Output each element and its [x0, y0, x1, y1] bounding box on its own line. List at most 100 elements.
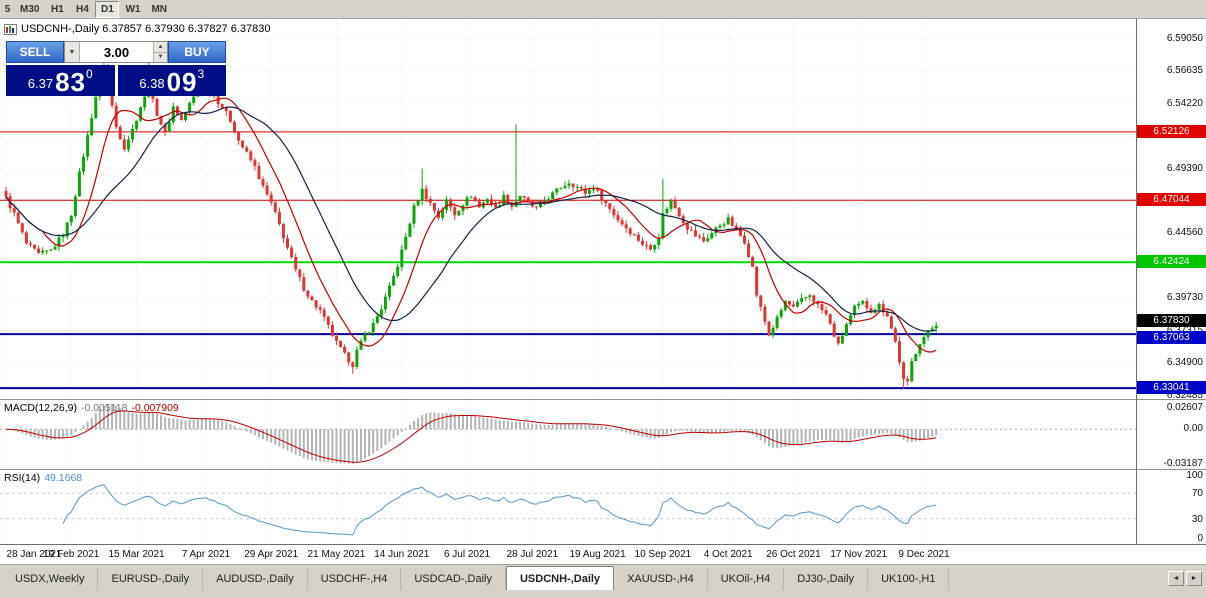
rsi-chart-canvas[interactable]: [0, 470, 1136, 544]
volume-control[interactable]: ▼ 3.00 ▲ ▼: [64, 41, 168, 63]
window-bottom-edge: [0, 590, 1206, 598]
timeframe-button-5[interactable]: 5: [1, 0, 14, 18]
chart-tab-dj30-daily[interactable]: DJ30-,Daily: [784, 568, 869, 590]
price-tick-label: 6.44560: [1166, 227, 1203, 238]
timeframe-button-d1[interactable]: D1: [95, 0, 120, 18]
timeframe-button-h1[interactable]: H1: [45, 0, 70, 18]
time-axis-label: 28 Jan 2021: [6, 549, 62, 560]
quote-row: 6.37 83 0 6.38 09 3: [6, 65, 226, 96]
volume-spinner: ▲ ▼: [153, 42, 167, 62]
price-axis-macd: 0.02607 0.00 -0.03187: [1137, 400, 1206, 470]
bid-price-display[interactable]: 6.37 83 0: [6, 65, 115, 96]
chart-tab-usdcnh-daily[interactable]: USDCNH-,Daily: [505, 566, 615, 590]
macd-title-row: MACD(12,26,9) -0.005118 -0.007909: [4, 402, 183, 414]
chart-title: USDCNH-,Daily 6.37857 6.37930 6.37827 6.…: [21, 23, 271, 35]
price-axis-rsi: 100 70 30 0: [1137, 470, 1206, 544]
time-axis-label: 28 Jul 2021: [506, 549, 559, 560]
chart-tab-audusd-daily[interactable]: AUDUSD-,Daily: [203, 568, 308, 590]
timeframe-button-h4[interactable]: H4: [70, 0, 95, 18]
ask-price-display[interactable]: 6.38 09 3: [117, 65, 226, 97]
time-axis-label: 19 Aug 2021: [569, 549, 626, 560]
chart-tabs-bar: USDX,Weekly EURUSD-,Daily AUDUSD-,Daily USD…: [0, 564, 1206, 590]
time-axis-label: 6 Jul 2021: [443, 549, 491, 560]
chart-tabs: USDX,Weekly EURUSD-,Daily AUDUSD-,Daily USD…: [0, 565, 950, 590]
volume-down-icon[interactable]: ▼: [154, 52, 167, 62]
macd-tick-label: 0.00: [1183, 423, 1203, 434]
timeframe-button-w1[interactable]: W1: [120, 0, 146, 18]
buy-button[interactable]: BUY: [168, 41, 226, 63]
chart-tab-eurusd-daily[interactable]: EURUSD-,Daily: [98, 568, 204, 590]
time-axis-label: 29 Apr 2021: [244, 549, 299, 560]
price-tick-label: 6.54220: [1166, 98, 1203, 109]
macd-signal-value: -0.007909: [131, 402, 179, 414]
rsi-tick-label: 0: [1197, 533, 1203, 544]
tab-scroll-controls: ◄ ►: [1168, 571, 1206, 590]
sell-button[interactable]: SELL: [6, 41, 64, 63]
time-axis-label: 9 Dec 2021: [898, 549, 950, 560]
bid-price-big: 83: [55, 67, 87, 97]
price-tick-label: 6.59050: [1166, 33, 1203, 44]
chart-window: USDCNH-,Daily 6.37857 6.37930 6.37827 6.…: [0, 19, 1206, 544]
chart-tab-usdcad-daily[interactable]: USDCAD-,Daily: [401, 568, 506, 590]
price-axis[interactable]: 6.590506.566356.542206.518056.493906.469…: [1136, 19, 1206, 544]
macd-pane: MACD(12,26,9) -0.005118 -0.007909: [0, 400, 1136, 470]
volume-up-icon[interactable]: ▲: [154, 42, 167, 53]
chart-title-row: USDCNH-,Daily 6.37857 6.37930 6.37827 6.…: [4, 23, 271, 35]
ask-price-sup: 3: [197, 67, 205, 81]
trade-buttons-row: SELL ▼ 3.00 ▲ ▼ BUY: [6, 41, 226, 63]
tabs-scroll-left-icon[interactable]: ◄: [1168, 571, 1184, 586]
price-level-badge: 6.37063: [1137, 331, 1206, 344]
rsi-title-row: RSI(14) 49.1668: [4, 472, 86, 484]
rsi-pane: RSI(14) 49.1668: [0, 470, 1136, 544]
chart-icon: [4, 23, 17, 35]
rsi-label: RSI(14): [4, 472, 41, 484]
macd-tick-label: 0.02607: [1166, 402, 1203, 413]
time-axis-label: 15 Mar 2021: [108, 549, 165, 560]
ask-price-prefix: 6.38: [139, 76, 165, 91]
volume-value[interactable]: 3.00: [103, 44, 130, 60]
chart-tab-usdchf-h4[interactable]: USDCHF-,H4: [308, 568, 402, 590]
macd-label: MACD(12,26,9): [4, 402, 77, 414]
price-level-badge: 6.37830: [1137, 314, 1206, 327]
price-tick-label: 6.56635: [1166, 65, 1203, 76]
price-tick-label: 6.49390: [1166, 163, 1203, 174]
time-axis-label: 4 Oct 2021: [703, 549, 753, 560]
price-pane: USDCNH-,Daily 6.37857 6.37930 6.37827 6.…: [0, 19, 1136, 400]
chart-tab-ukoil-h4[interactable]: UKOil-,H4: [708, 568, 785, 590]
time-axis-label: 26 Oct 2021: [766, 549, 821, 560]
price-level-badge: 6.42424: [1137, 255, 1206, 268]
price-tick-label: 6.34900: [1166, 357, 1203, 368]
time-axis-label: 21 May 2021: [307, 549, 366, 560]
time-axis-label: 17 Nov 2021: [830, 549, 888, 560]
rsi-value: 49.1668: [44, 472, 83, 484]
price-level-badge: 6.33041: [1137, 381, 1206, 394]
price-axis-main: 6.590506.566356.542206.518056.493906.469…: [1137, 19, 1206, 401]
tabs-scroll-right-icon[interactable]: ►: [1186, 571, 1202, 586]
chart-tab-usdx-weekly[interactable]: USDX,Weekly: [2, 568, 99, 590]
time-axis-label: 7 Apr 2021: [181, 549, 231, 560]
chart-tab-uk100-h1[interactable]: UK100-,H1: [868, 568, 950, 590]
time-axis-label: 10 Sep 2021: [634, 549, 692, 560]
time-axis-label: 14 Jun 2021: [374, 549, 430, 560]
time-axis-label: 19 Feb 2021: [43, 549, 100, 560]
time-axis[interactable]: 28 Jan 2021 19 Feb 2021 15 Mar 2021 7 Apr 2…: [0, 544, 1206, 564]
rsi-tick-label: 70: [1191, 488, 1203, 499]
chart-tab-xauusd-h4[interactable]: XAUUSD-,H4: [614, 568, 708, 590]
price-level-badge: 6.52126: [1137, 125, 1206, 138]
price-tick-label: 6.32485: [1166, 390, 1203, 401]
price-level-badge: 6.47044: [1137, 193, 1206, 206]
bid-price-prefix: 6.37: [27, 76, 54, 91]
timeframe-toolbar: 5 M30 H1 H4 D1 W1 MN: [0, 0, 1206, 19]
timeframe-button-mn[interactable]: MN: [146, 0, 173, 18]
price-tick-label: 6.39730: [1166, 292, 1203, 303]
ask-price-big: 09: [166, 67, 198, 97]
rsi-tick-label: 30: [1191, 514, 1203, 525]
price-chart-canvas[interactable]: [0, 19, 1136, 399]
timeframe-button-m30[interactable]: M30: [15, 0, 45, 18]
one-click-trading-panel: SELL ▼ 3.00 ▲ ▼ BUY 6.3: [6, 41, 226, 96]
bid-price-sup: 0: [86, 67, 93, 81]
macd-main-value: -0.005118: [80, 402, 128, 414]
volume-dropdown-icon[interactable]: ▼: [65, 42, 80, 62]
macd-chart-canvas[interactable]: [0, 400, 1136, 469]
